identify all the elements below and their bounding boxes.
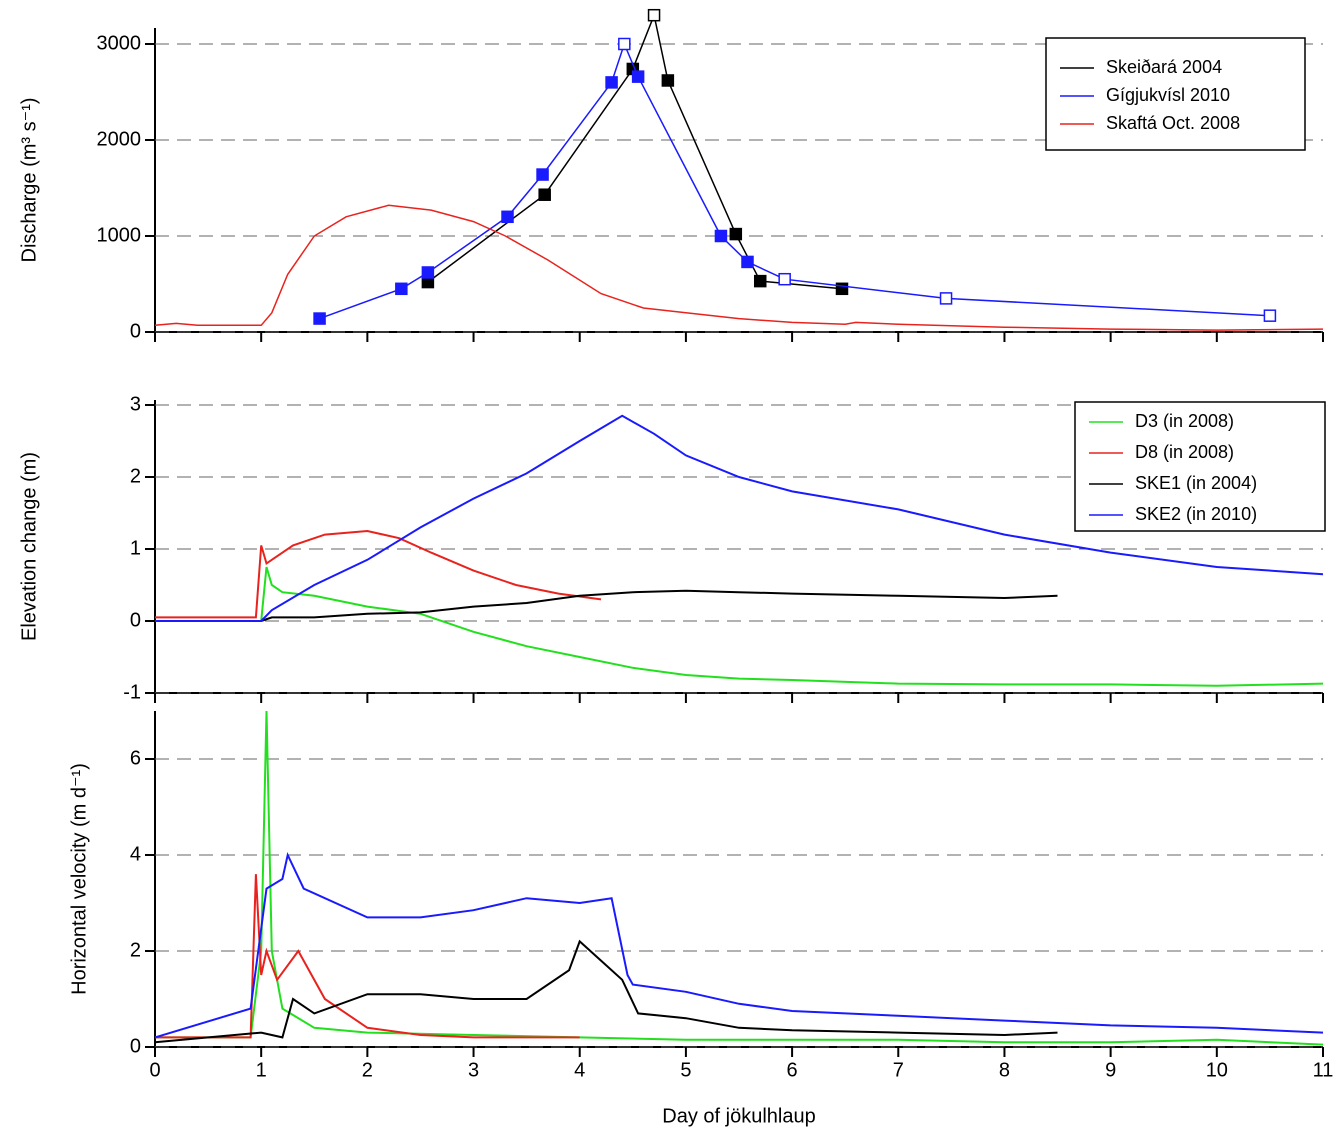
data-marker	[605, 76, 618, 89]
series-line	[427, 12, 843, 290]
y-tick-label: 6	[130, 747, 141, 769]
data-marker	[536, 168, 549, 181]
legend-label: Skaftá Oct. 2008	[1106, 113, 1240, 133]
legend-label: D8 (in 2008)	[1135, 442, 1234, 462]
data-marker	[741, 255, 754, 269]
data-marker	[618, 37, 631, 51]
x-tick-label: 10	[1206, 1059, 1228, 1081]
data-marker	[1263, 309, 1277, 322]
x-tick-label: 2	[362, 1059, 373, 1081]
y-tick-label: 4	[130, 843, 141, 865]
series-line	[154, 939, 1058, 1044]
legend-label: Gígjukvísl 2010	[1106, 85, 1230, 105]
data-marker	[714, 229, 728, 243]
y-tick-label: 2000	[97, 128, 142, 150]
x-axis-label: Day of jökulhlaup	[662, 1105, 815, 1127]
legend-box	[1074, 401, 1326, 532]
data-marker	[778, 272, 791, 286]
series-line	[154, 851, 1324, 1039]
series-line	[155, 566, 1324, 687]
x-tick-label: 11	[1313, 1059, 1334, 1081]
data-marker	[753, 274, 767, 288]
y-tick-label: 3000	[97, 32, 142, 54]
x-tick-label: 7	[893, 1059, 904, 1081]
x-tick-label: 1	[256, 1059, 267, 1081]
y-tick-label: 1	[130, 537, 141, 559]
series-line	[155, 874, 580, 1039]
data-marker	[729, 227, 743, 241]
data-marker	[395, 282, 408, 296]
y-tick-label: 1000	[97, 224, 142, 246]
legend-label: D3 (in 2008)	[1135, 411, 1234, 431]
x-tick-label: 8	[999, 1059, 1010, 1081]
series-line	[155, 589, 1058, 622]
x-tick-label: 3	[468, 1059, 479, 1081]
data-marker	[538, 188, 551, 201]
y-tick-label: 2	[130, 939, 141, 961]
x-tick-label: 9	[1105, 1059, 1116, 1081]
data-marker	[501, 210, 514, 224]
y-tick-label: 0	[130, 609, 141, 631]
legend: D3 (in 2008) D8 (in 2008) SKE1 (in 2004) SK…	[1074, 401, 1326, 532]
y-axis-label: Discharge (m³ s⁻¹)	[18, 97, 40, 262]
data-marker	[647, 8, 661, 22]
legend-label: SKE1 (in 2004)	[1135, 473, 1257, 493]
y-axis-label: Elevation change (m)	[18, 452, 40, 641]
data-marker	[631, 70, 645, 83]
x-tick-label: 4	[574, 1059, 585, 1081]
data-marker	[313, 312, 326, 325]
y-tick-label: 2	[130, 465, 141, 487]
x-tick-label: 6	[787, 1059, 798, 1081]
legend-label: Skeiðará 2004	[1106, 57, 1222, 77]
y-tick-label: 3	[130, 393, 141, 415]
legend-box	[1045, 37, 1306, 151]
y-tick-label: -1	[123, 681, 141, 703]
legend-label: SKE2 (in 2010)	[1135, 504, 1257, 524]
data-marker	[421, 266, 435, 279]
data-marker	[939, 292, 953, 305]
legend: Skeiðará 2004 Gígjukvísl 2010 Skaftá Oct. …	[1045, 37, 1306, 151]
series-line	[155, 529, 602, 619]
y-tick-label: 0	[130, 1035, 141, 1057]
y-axis-label: Horizontal velocity (m d⁻¹)	[68, 763, 90, 995]
data-marker	[835, 282, 849, 296]
x-tick-label: 5	[680, 1059, 691, 1081]
y-tick-label: 0	[130, 320, 141, 342]
series-line	[155, 414, 1324, 622]
series-line	[155, 710, 1324, 1046]
series-line	[154, 204, 1324, 331]
data-marker	[661, 74, 675, 87]
x-tick-label: 0	[149, 1059, 160, 1081]
